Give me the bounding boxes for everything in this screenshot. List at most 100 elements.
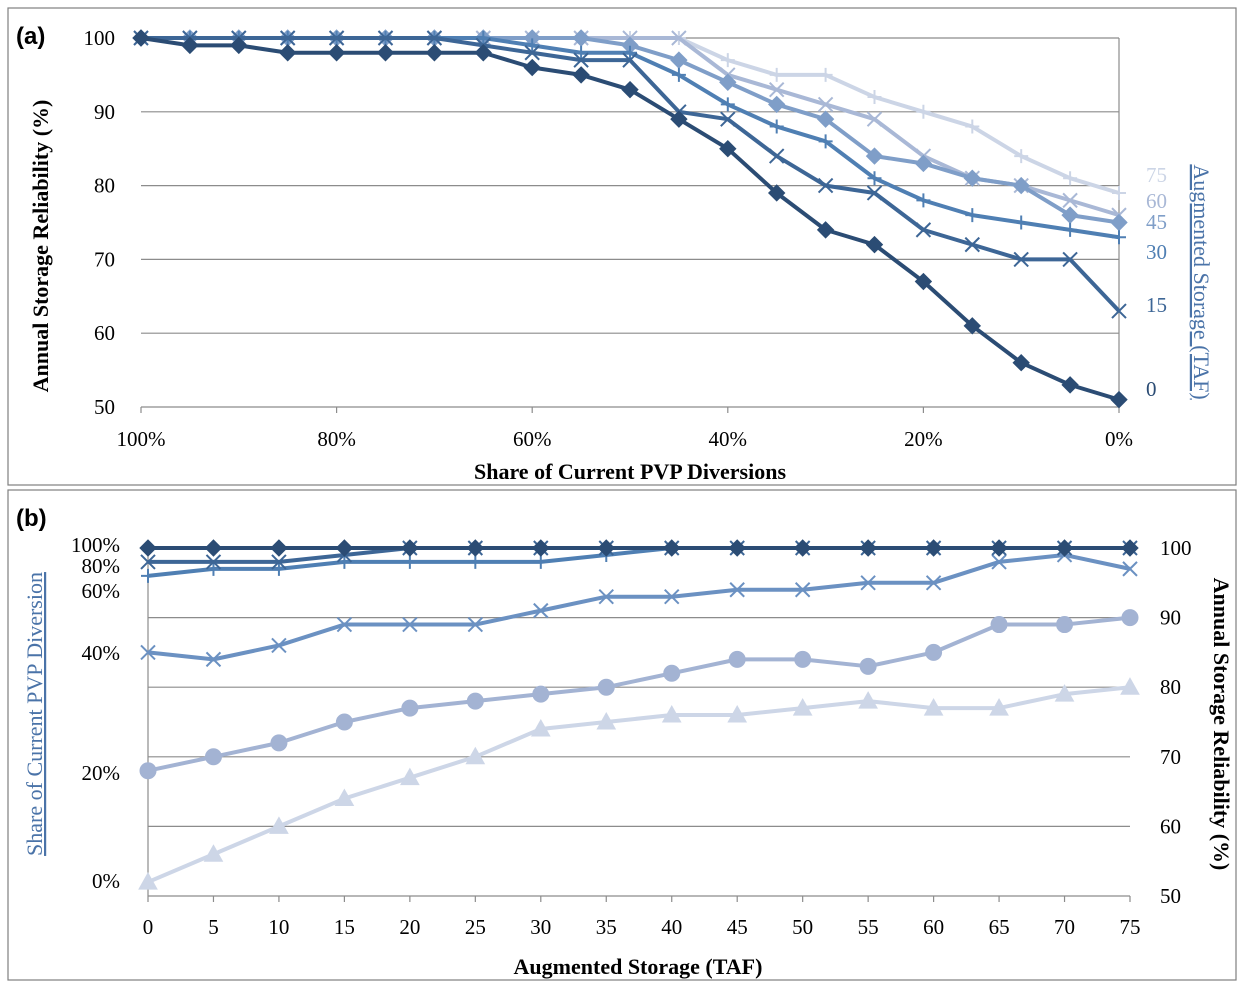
panel-b-right-y-tick-label: 100	[1160, 536, 1192, 560]
panel-a-data-point	[523, 58, 541, 77]
panel-b-data-point	[465, 746, 486, 765]
panel-b-data-point	[203, 844, 224, 862]
panel-a-data-point	[866, 111, 883, 127]
panel-b-data-point	[205, 651, 222, 668]
panel-a-data-point	[670, 110, 688, 128]
panel-b-x-tick-label: 15	[334, 915, 355, 939]
panel-a-data-point	[768, 148, 785, 164]
panel-a-y-tick-label: 50	[94, 395, 115, 419]
panel-a-data-point	[278, 44, 297, 62]
panel-a-y-tick-labels: 50 60 70 80 90 100	[84, 26, 116, 419]
panel-a-data-point	[867, 90, 882, 105]
panel-b-x-tick-label: 55	[858, 915, 879, 939]
panel-b-x-tick-label: 0	[143, 915, 154, 939]
panel-a-data-point	[963, 317, 982, 335]
panel-b-data-point	[139, 539, 157, 557]
panel-a-data-point	[818, 134, 833, 149]
panel-b-data-point	[729, 582, 745, 598]
panel-b-data-point	[1121, 539, 1139, 557]
panel-a-data-point	[720, 53, 735, 68]
panel-b-data-point	[466, 539, 485, 557]
panel-a-data-point	[474, 44, 493, 62]
panel-a-series-end-label: 60	[1146, 189, 1167, 213]
panel-b-data-point	[991, 554, 1007, 570]
panel-a-data-point	[1061, 376, 1079, 394]
panel-b-data-point	[270, 539, 288, 557]
panel-b-x-tick-label: 75	[1120, 915, 1141, 939]
panel-b-series-line	[147, 615, 1131, 773]
panel-b-series-5	[138, 677, 1140, 890]
panel-a-data-point	[525, 38, 540, 53]
panel-a-data-point	[817, 177, 834, 194]
panel-b-data-point	[533, 554, 548, 569]
panel-b-data-point	[138, 872, 158, 890]
panel-b-label: (b)	[16, 505, 47, 532]
panel-a-data-point	[1012, 176, 1030, 195]
panel-a-data-point	[963, 169, 982, 187]
panel-b-data-point	[204, 748, 222, 766]
panel-a-y-tick-label: 70	[94, 247, 115, 271]
panel-a-data-point	[671, 30, 687, 46]
panel-a-data-point	[767, 184, 786, 202]
panel-a-data-point	[914, 272, 933, 291]
panel-b-gridlines	[147, 547, 1131, 902]
panel-b-data-point	[140, 554, 156, 570]
panel-a-data-point	[1111, 303, 1127, 319]
panel-b-x-tick-label: 5	[208, 915, 219, 939]
panel-a-data-point	[181, 36, 199, 55]
panel-b-data-point	[728, 650, 746, 668]
panel-a-series-end-label: 15	[1146, 293, 1167, 317]
panel-a-data-point	[1112, 230, 1126, 245]
panel-b-data-point	[467, 616, 484, 633]
panel-b-series-line	[147, 685, 1131, 884]
panel-b-data-point	[1122, 561, 1138, 577]
panel-a-data-point	[574, 45, 589, 60]
panel-a-data-point	[132, 29, 150, 47]
panel-b-data-point	[335, 713, 353, 731]
panel-a-data-point	[719, 139, 737, 158]
panel-b-left-tick-label: 60%	[82, 579, 121, 603]
panel-b-data-point	[728, 539, 746, 557]
panel-a-data-point	[476, 31, 491, 45]
panel-a-data-point	[916, 193, 931, 208]
panel-b-right-y-tick-label: 70	[1160, 745, 1181, 769]
panel-b-data-point	[336, 616, 353, 633]
panel-a-data-point	[720, 97, 735, 112]
panel-b-x-tick-label: 70	[1054, 915, 1075, 939]
panel-a-x-axis-title: Share of Current PVP Diversions	[474, 459, 786, 484]
panel-b-data-point	[401, 699, 419, 717]
panel-a-data-point	[279, 30, 296, 46]
panel-b-chart: (b) 50 60 70 80 90 100 100%80%60% 40% 20% 0% 0 5 1…	[7, 489, 1237, 981]
panel-a-data-point	[719, 73, 737, 91]
panel-b-data-point	[860, 575, 876, 591]
panel-a-data-point	[671, 67, 686, 82]
panel-a-data-point	[914, 154, 933, 173]
panel-a-data-point	[1110, 390, 1128, 409]
panel-b-data-point	[990, 539, 1008, 557]
panel-b-data-point	[269, 816, 289, 834]
panel-a-data-point	[866, 185, 883, 201]
panel-b-series-0	[139, 539, 1139, 557]
panel-a-data-point	[769, 67, 784, 82]
panel-a-x-tick-label: 80%	[317, 427, 356, 451]
panel-a-data-point	[768, 81, 785, 98]
panel-b-data-point	[402, 616, 418, 633]
panel-a-data-point	[720, 111, 736, 127]
panel-b-data-point	[140, 644, 156, 661]
panel-b-right-y-tick-label: 60	[1160, 814, 1181, 838]
panel-a-data-point	[1013, 251, 1029, 268]
panel-b-x-tick-label: 45	[727, 915, 748, 939]
panel-b-x-tick-label: 20	[399, 915, 420, 939]
panel-b-data-point	[1121, 609, 1139, 627]
panel-a-y-axis-title: Annual Storage Reliability (%)	[28, 100, 53, 393]
panel-a-label: (a)	[16, 23, 45, 50]
panel-b-left-tick-label: 20%	[82, 761, 121, 785]
panel-b-data-point	[925, 575, 942, 591]
panel-a-data-point	[670, 51, 688, 69]
panel-b-left-tick-labels: 100%80%60% 40% 20% 0%	[71, 533, 120, 893]
panel-b-series	[138, 539, 1140, 890]
panel-b-x-tick-label: 40	[661, 915, 682, 939]
panel-a-data-point	[817, 96, 834, 113]
panel-a-data-point	[623, 45, 637, 60]
panel-a-y-tick-label: 80	[94, 174, 115, 198]
